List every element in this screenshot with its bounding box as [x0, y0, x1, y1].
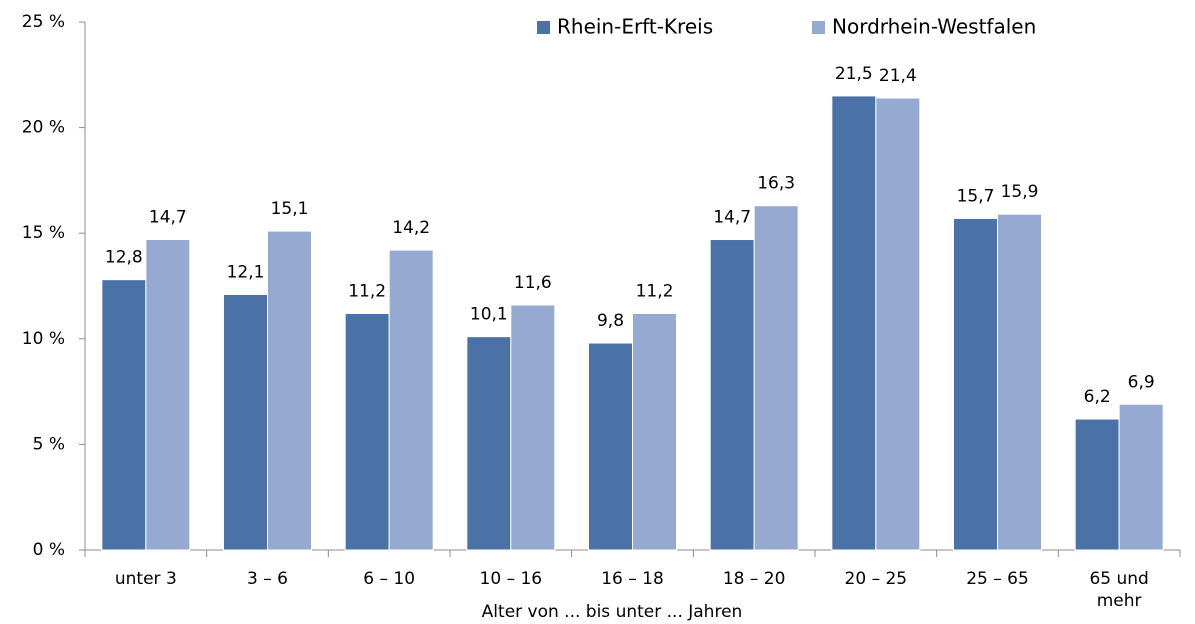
bar [875, 97, 921, 551]
bar [753, 205, 799, 551]
bar [1118, 403, 1164, 551]
legend-label: Nordrhein-Westfalen [832, 15, 1036, 39]
value-label: 15,9 [1001, 182, 1039, 202]
legend-label: Rhein-Erft-Kreis [557, 15, 713, 39]
bar [388, 249, 434, 551]
value-label: 10,1 [470, 305, 508, 325]
bar [997, 213, 1042, 551]
value-label: 15,7 [957, 186, 995, 206]
value-label: 21,4 [879, 66, 917, 86]
x-axis-title: Alter von ... bis unter ... Jahren [482, 602, 743, 622]
x-tick-label: unter 3 [114, 569, 177, 589]
value-label: 11,2 [636, 281, 674, 301]
y-tick-label: 10 % [22, 329, 65, 349]
value-label: 21,5 [835, 64, 873, 84]
x-tick-label: 18 – 20 [722, 569, 786, 589]
bar [223, 293, 268, 551]
y-tick-label: 15 % [22, 223, 65, 243]
y-tick-label: 5 % [33, 434, 65, 454]
bar [709, 239, 755, 551]
y-tick-label: 20 % [22, 118, 65, 138]
bar [344, 312, 390, 551]
bar [953, 217, 998, 551]
bar [588, 342, 633, 551]
x-tick-label: 16 – 18 [601, 569, 664, 589]
bar [267, 230, 312, 551]
x-tick-label: 25 – 65 [966, 569, 1029, 589]
x-tick-label: 6 – 10 [363, 569, 416, 589]
value-label: 14,2 [392, 218, 430, 238]
value-label: 14,7 [713, 208, 751, 228]
value-label: 11,6 [514, 273, 552, 293]
value-label: 6,9 [1128, 372, 1155, 392]
value-label: 11,2 [348, 281, 386, 301]
bar [101, 279, 147, 551]
x-tick-label: 65 und mehr [1089, 569, 1149, 611]
value-label: 6,2 [1084, 387, 1111, 407]
value-label: 12,8 [105, 248, 143, 268]
bar [831, 95, 877, 551]
legend-swatch [537, 21, 550, 34]
value-label: 14,7 [149, 208, 187, 228]
bar [466, 336, 512, 551]
y-tick-label: 25 % [22, 12, 65, 32]
bar [632, 312, 677, 551]
value-label: 15,1 [271, 199, 309, 219]
legend-swatch [812, 21, 825, 34]
bar [1074, 418, 1120, 551]
value-label: 16,3 [757, 174, 795, 194]
value-label: 9,8 [597, 311, 624, 331]
y-tick-label: 0 % [33, 540, 65, 560]
bar [510, 304, 556, 551]
x-tick-label: 3 – 6 [247, 569, 288, 589]
x-tick-label: 10 – 16 [479, 569, 543, 589]
value-label: 12,1 [227, 262, 265, 282]
bar [145, 239, 191, 551]
x-tick-label: 20 – 25 [844, 569, 908, 589]
